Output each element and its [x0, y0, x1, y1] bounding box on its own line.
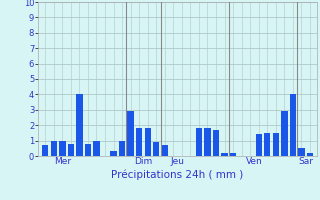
Bar	[110, 151, 117, 156]
Bar	[153, 142, 159, 156]
Bar	[93, 141, 100, 156]
Bar	[162, 145, 168, 156]
Bar	[290, 94, 296, 156]
Bar	[59, 141, 66, 156]
Bar	[51, 141, 57, 156]
Bar	[307, 153, 313, 156]
Bar	[264, 133, 270, 156]
Bar	[76, 94, 83, 156]
Bar	[127, 111, 134, 156]
Bar	[119, 141, 125, 156]
Bar	[281, 111, 288, 156]
Bar	[204, 128, 211, 156]
Bar	[298, 148, 305, 156]
Bar	[221, 153, 228, 156]
Bar	[256, 134, 262, 156]
Bar	[145, 128, 151, 156]
Bar	[68, 144, 74, 156]
Bar	[230, 153, 236, 156]
Bar	[213, 130, 219, 156]
Bar	[273, 133, 279, 156]
Bar	[85, 144, 91, 156]
Bar	[42, 145, 48, 156]
Bar	[196, 128, 202, 156]
Bar	[136, 128, 142, 156]
X-axis label: Précipitations 24h ( mm ): Précipitations 24h ( mm )	[111, 169, 244, 180]
